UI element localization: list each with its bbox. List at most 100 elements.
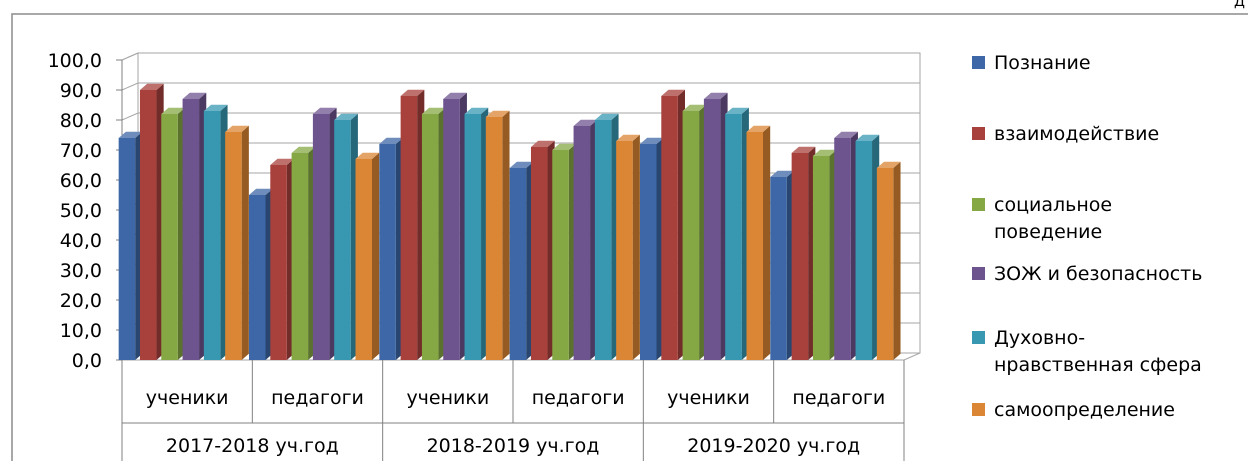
legend-label: самоопределение xyxy=(994,399,1175,421)
bar-front xyxy=(400,96,418,360)
bar-front xyxy=(485,117,503,360)
bar xyxy=(270,158,294,360)
bar xyxy=(334,113,358,360)
group-label: 2019-2020 уч.год xyxy=(687,435,860,457)
y-tick-label: 0,0 xyxy=(72,350,102,372)
bar-front xyxy=(746,132,763,360)
bar-front xyxy=(552,150,569,360)
bar-top xyxy=(312,107,337,114)
bar xyxy=(118,131,143,360)
bar-front xyxy=(855,141,873,360)
y-tick-label: 30,0 xyxy=(60,260,102,282)
legend-item: взаимодействие xyxy=(972,123,1159,145)
bar-top xyxy=(725,107,749,114)
bar xyxy=(552,143,576,360)
bar xyxy=(661,89,685,360)
bar-top xyxy=(855,134,880,141)
legend-label: Познание xyxy=(994,52,1091,74)
bar xyxy=(312,107,337,360)
x-tick-label: педагоги xyxy=(271,387,364,409)
bar xyxy=(421,107,446,360)
bar-top xyxy=(509,161,534,168)
bar-side xyxy=(241,125,249,360)
x-tick-label: ученики xyxy=(146,387,229,409)
bar-top xyxy=(485,110,510,117)
bar-front xyxy=(770,177,787,360)
legend-item: Духовно-нравственная сфера xyxy=(972,327,1202,376)
legend-swatch xyxy=(972,331,985,344)
bar-top xyxy=(661,89,685,96)
bar-front xyxy=(703,99,721,360)
bar-front xyxy=(312,114,330,360)
legend-item: ЗОЖ и безопасность xyxy=(972,263,1202,285)
y-tick-label: 10,0 xyxy=(60,320,102,342)
bar-top xyxy=(379,137,404,144)
bar-front xyxy=(225,132,242,360)
bar-front xyxy=(682,111,700,360)
bar-front xyxy=(812,156,830,360)
bar-top xyxy=(530,140,555,147)
legend-swatch xyxy=(972,403,985,416)
bar xyxy=(812,149,837,360)
bar-top xyxy=(203,104,228,111)
bar xyxy=(876,161,901,360)
bar-side xyxy=(372,152,380,360)
bar-front xyxy=(509,168,527,360)
bar-front xyxy=(421,114,439,360)
bar-front xyxy=(334,120,351,360)
bar-front xyxy=(443,99,460,360)
bar-front xyxy=(249,195,266,360)
bar xyxy=(225,125,249,360)
bar-front xyxy=(139,90,157,360)
bar xyxy=(746,125,771,360)
bar-front xyxy=(616,141,633,360)
gridline xyxy=(121,52,920,61)
bar-top xyxy=(770,170,795,177)
bar-front xyxy=(876,168,894,360)
bar-front xyxy=(161,114,178,360)
bar xyxy=(182,92,207,360)
corner-text: Д xyxy=(1234,0,1245,10)
bar xyxy=(464,107,489,360)
group-label: 2017-2018 уч.год xyxy=(166,435,339,457)
bar-top xyxy=(834,131,858,138)
chart-plot-area: 0,0 10,0 20,0 30,0 40,0 50,0 60,0 70,0 80,0 90,0 1… xyxy=(48,50,921,461)
gridline xyxy=(121,112,920,121)
legend-swatch xyxy=(972,267,985,280)
bar-front xyxy=(594,120,612,360)
x-tick-label: педагоги xyxy=(532,387,625,409)
bar-top xyxy=(682,104,707,111)
bar-front xyxy=(834,138,851,360)
gridline xyxy=(121,82,920,91)
y-tick-label: 20,0 xyxy=(60,290,102,312)
bar-front xyxy=(725,114,742,360)
legend-item: социальное поведение xyxy=(972,194,1112,243)
bar xyxy=(770,170,795,360)
bar-front xyxy=(270,165,287,360)
bar-top xyxy=(746,125,771,132)
bar-front xyxy=(530,147,548,360)
legend-swatch xyxy=(972,127,985,140)
legend-label: поведение xyxy=(994,221,1102,243)
bar xyxy=(509,161,534,360)
bar-top xyxy=(400,89,425,96)
bar xyxy=(530,140,555,360)
bar-side xyxy=(632,134,640,360)
bar-top xyxy=(703,92,728,99)
bar xyxy=(834,131,858,360)
bar-top xyxy=(270,158,294,165)
bar xyxy=(379,137,404,360)
bar-top xyxy=(616,134,640,141)
bar-top xyxy=(118,131,143,138)
bar-top xyxy=(225,125,249,132)
bar xyxy=(791,146,816,360)
bar-top xyxy=(182,92,207,99)
bar xyxy=(400,89,425,360)
bar xyxy=(616,134,640,360)
bar-top xyxy=(291,146,316,153)
bar-top xyxy=(812,149,837,156)
x-tick-label: ученики xyxy=(406,387,489,409)
bar-side xyxy=(502,110,510,360)
legend-swatch xyxy=(972,56,985,69)
